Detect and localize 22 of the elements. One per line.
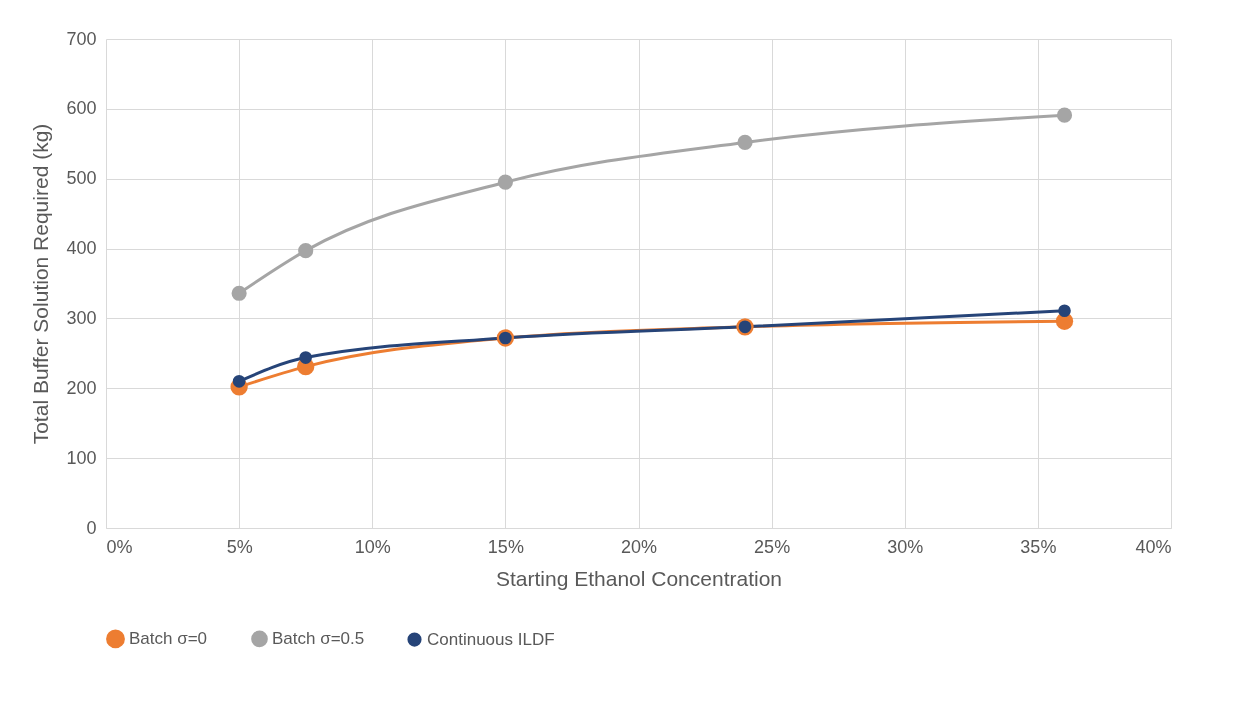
x-axis-title: Starting Ethanol Concentration bbox=[495, 566, 783, 590]
y-tick-label: 0 bbox=[86, 517, 97, 538]
x-tick-label: 5% bbox=[226, 536, 253, 557]
x-tick-label: 10% bbox=[354, 536, 391, 557]
y-tick-label: 200 bbox=[66, 377, 97, 398]
y-tick-label: 400 bbox=[66, 238, 97, 259]
x-tick-label: 25% bbox=[754, 536, 791, 557]
y-tick-label: 300 bbox=[66, 307, 97, 328]
x-tick-label: 20% bbox=[620, 536, 658, 557]
legend-label: Batch σ=0 bbox=[129, 628, 208, 648]
x-tick-label: 15% bbox=[487, 536, 524, 557]
y-tick-label: 600 bbox=[66, 98, 97, 119]
x-tick-label: 35% bbox=[1020, 536, 1057, 557]
x-tick-label: 40% bbox=[1135, 536, 1172, 557]
y-tick-label: 100 bbox=[66, 447, 97, 468]
y-tick-label: 500 bbox=[66, 168, 97, 189]
x-tick-label: 0% bbox=[106, 536, 133, 557]
y-axis-title: Total Buffer Solution Required (kg) bbox=[29, 123, 53, 445]
x-tick-label: 30% bbox=[887, 536, 924, 557]
legend-label: Continuous ILDF bbox=[427, 629, 555, 649]
y-tick-label: 700 bbox=[66, 28, 97, 49]
legend-label: Batch σ=0.5 bbox=[272, 628, 365, 648]
